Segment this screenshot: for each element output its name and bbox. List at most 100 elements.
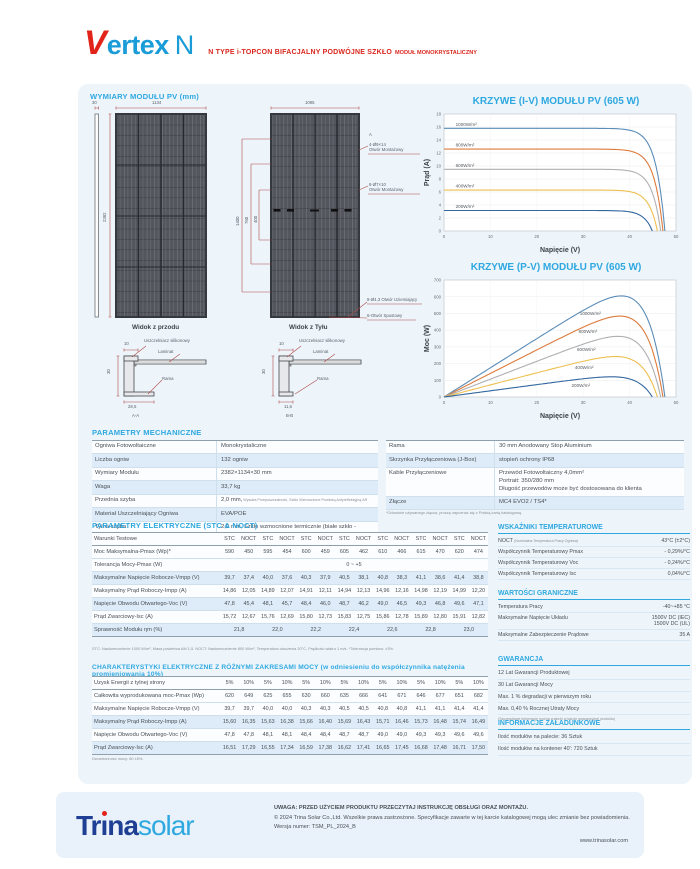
x-tick-label: 10 [488, 234, 493, 239]
table-cell: 48,4 [300, 732, 312, 738]
table-cell: 12,05 [241, 588, 256, 594]
table-row: Sprawność Modułu ηm (%) 21,8 22,0 22,2 22,4 2… [92, 624, 488, 637]
spec-label: Skrzynka Przyłączeniowa (J-Box) [389, 456, 477, 463]
table-cell: 49,6 [473, 732, 484, 738]
temperature-ratings-section: WSKAŹNIKI TEMPERATUROWE NOCT (Nominalna … [498, 524, 690, 580]
spec-label: Rama [389, 443, 405, 450]
table-cell: 646 [416, 693, 426, 699]
spec-label: Tylna szyba [95, 524, 127, 531]
sidebar-row: Współczynnik Temperaturowy Isc 0,04%/°C [498, 569, 690, 580]
iv-chart-title: KRZYWE (I-V) MODUŁU PV (605 W) [472, 96, 640, 107]
table-cell: 14,99 [452, 588, 467, 594]
table-cell: 12,69 [280, 614, 294, 620]
table-row-label: Prąd Zwarciowy-Isc (A) [94, 614, 153, 620]
table-cell: 48,1 [262, 601, 274, 607]
table-cell: 12,07 [280, 588, 294, 594]
table-cell: 48,4 [320, 732, 331, 738]
y-axis-label: Moc (W) [424, 325, 431, 352]
table-cell: 595 [263, 549, 273, 555]
table-cell: 41,4 [473, 706, 484, 712]
table-cell: 46,5 [396, 601, 408, 607]
spec-row: Skrzynka Przyłączeniowa (J-Box) stopień o… [386, 454, 684, 468]
table-cell: 47,1 [473, 601, 484, 607]
table-cell: 37,4 [243, 575, 254, 581]
table-cell: 600 [301, 549, 311, 555]
table-cell: 462 [359, 549, 369, 555]
y-axis-label: Prąd (A) [424, 159, 431, 186]
rear-view-caption: Widok z Tyłu [289, 324, 328, 331]
sidebar-row: Maksymalne Zabezpieczenie Prądowe 35 A [498, 630, 690, 641]
y-tick-label: 400 [434, 328, 442, 333]
packing-items: Ilość modułów na palecie: 36 Sztuk Ilość … [498, 732, 690, 756]
table-cell: 41,4 [454, 706, 465, 712]
table-cell: 49,3 [415, 732, 427, 738]
dim-1400: 1400 [235, 216, 240, 226]
section-a-label: A-A [132, 413, 140, 418]
table-row-label: Całkowita wyprodukowana moc-Pmax (Wp) [94, 693, 204, 699]
y-tick-label: 100 [434, 378, 442, 383]
table-cell: 37,6 [281, 575, 293, 581]
table-cell: 40,0 [281, 706, 293, 712]
series-curve [444, 209, 653, 232]
spec-row: Materiał Uszczelniający Ogniwa EVA/POE [92, 508, 378, 522]
table-row-label: Maksymalne Napięcie Robocze-Vmpp (V) [94, 575, 200, 581]
table-cell: 15,74 [452, 719, 467, 725]
pv-chart: KRZYWE (P-V) MODUŁU PV (605 W) 0 100 200 30… [422, 262, 690, 426]
table-cell: 15,73 [414, 719, 428, 725]
table-row-label: Sprawność Modułu ηm (%) [94, 627, 163, 633]
table-cell: 605 [339, 549, 349, 555]
mechanical-title: PARAMETRY MECHANICZNE [92, 428, 202, 437]
table-cell: 40,5 [339, 706, 350, 712]
table-row: Całkowita wyprodukowana moc-Pmax (Wp) 620… [92, 690, 488, 703]
website-link[interactable]: www.trinasolar.com [579, 838, 628, 844]
x-tick-label: 50 [674, 234, 679, 239]
series-label: 1000W/m² [456, 122, 478, 127]
spec-label: Kable Przyłączeniowe [389, 470, 447, 477]
table-cell: 666 [359, 693, 369, 699]
table-cell: 16,46 [395, 719, 409, 725]
table-cell: 10% [434, 680, 446, 686]
table-cell: 48,7 [339, 732, 350, 738]
trinasolar-logo: Trınasolar [76, 810, 195, 842]
spec-label: Waga [95, 483, 111, 490]
table-cell: 48,1 [281, 732, 293, 738]
table-cell: 49,0 [377, 601, 388, 607]
sidebar-value: 43°C (±2°C) [661, 538, 690, 544]
table-cell: 49,6 [454, 601, 465, 607]
table-cell: 10% [358, 680, 369, 686]
table-cell: 40,5 [358, 706, 369, 712]
table-cell: 630 [301, 693, 311, 699]
section-b-label: B-B [286, 413, 294, 418]
table-cell: 38,6 [434, 575, 446, 581]
table-row: Maksymalne Napięcie Robocze-Vmpp (V) 39,7… [92, 572, 488, 585]
table-header-label: Uzysk Energii z tylnej strony [94, 680, 166, 686]
table-cell: 671 [397, 693, 407, 699]
dim-116: 11,6 [284, 404, 293, 409]
table-cell: 12,75 [356, 614, 371, 620]
sidebar-label: Maksymalne Napięcie Układu [498, 615, 568, 621]
table-cell: 649 [244, 693, 254, 699]
spec-value: 2,0 mm, Wysoka Przepuszczalność, Szkło W… [216, 494, 378, 508]
table-cell: 40,3 [320, 706, 331, 712]
table-cell: 12,16 [395, 588, 409, 594]
table-cell: 615 [416, 549, 426, 555]
dimensions-title: WYMIARY MODUŁU PV (mm) [90, 92, 200, 101]
table-cell: 16,55 [261, 745, 275, 751]
dim-10-b: 10 [279, 341, 284, 346]
series-curve [443, 335, 662, 398]
spec-label: Przednia szyba [95, 497, 136, 504]
table-row-label: Maksymalne Napięcie Robocze-Vmpp (V) [94, 706, 200, 712]
table-cell: 39,7 [243, 706, 254, 712]
spec-value: 132 ogniw [216, 454, 378, 467]
table-cell: NOCT [394, 536, 410, 542]
table-cell: 15,80 [299, 614, 313, 620]
temperature-ratings-rows: NOCT (Nominalna Temperatura Pracy Ogniwa… [498, 536, 690, 580]
iv-chart-plot: 0 2 4 6 8 10 12 14 16 18 0 10 20 30 40 50 Napięcie (V) Pr… [424, 112, 679, 254]
trina-wordmark-b: na [107, 810, 139, 841]
table-cell: STC [300, 536, 312, 542]
electrical-table: Warunki Testowe STC NOCT STC NOCT STC NOCT STC N… [92, 532, 488, 637]
table-cell: 5% [225, 680, 234, 686]
table-cell: 15,69 [337, 719, 352, 725]
series-curve [444, 168, 662, 232]
